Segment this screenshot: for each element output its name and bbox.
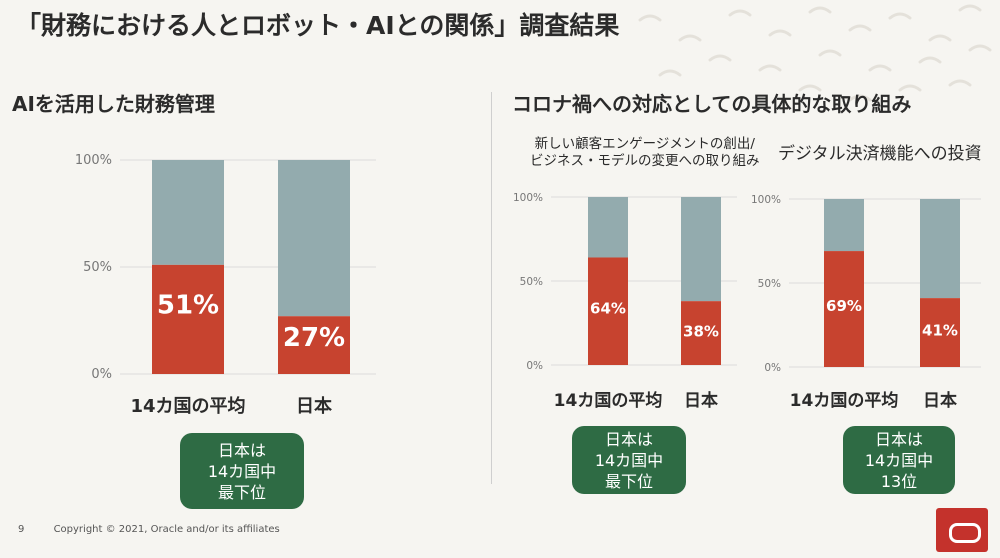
- badge-line: 最下位: [217, 482, 266, 502]
- bar-remainder: [588, 197, 628, 258]
- copyright-text: Copyright © 2021, Oracle and/or its affi…: [53, 524, 280, 535]
- data-label: 41%: [922, 322, 958, 340]
- bar-value: [824, 251, 864, 367]
- chart2-title: 新しい顧客エンゲージメントの創出/ ビジネス・モデルの変更への取り組み: [530, 136, 760, 170]
- bar-remainder: [920, 199, 960, 299]
- bar-value: [152, 264, 224, 374]
- category-label: 14カ国の平均: [790, 390, 899, 411]
- badge-line: 14カ国中: [864, 450, 934, 470]
- data-label: 51%: [157, 290, 219, 320]
- bar-value: [920, 298, 960, 367]
- y-tick-label: 0%: [764, 362, 781, 374]
- bar-value: [588, 257, 628, 365]
- chart-digital-payment: 0% 50% 100% 69% 14カ国の平均 41% 日本: [751, 194, 981, 411]
- y-tick-label: 50%: [758, 278, 781, 290]
- y-tick-label: 0%: [526, 360, 543, 372]
- badge-line: 14カ国中: [207, 461, 277, 481]
- ranking-badge-left: 日本は 14カ国中 最下位: [180, 433, 304, 509]
- badge-line: 13位: [880, 471, 918, 491]
- y-tick-label: 100%: [75, 153, 112, 168]
- bar-value: [681, 301, 721, 365]
- chart3-title: デジタル決済機能への投資: [778, 144, 982, 164]
- data-label: 64%: [590, 299, 626, 317]
- badge-line: 14カ国中: [594, 450, 664, 470]
- data-label: 27%: [283, 323, 345, 353]
- category-label: 14カ国の平均: [130, 395, 245, 417]
- bar-remainder: [278, 160, 350, 317]
- page-number: 9: [18, 524, 25, 535]
- category-label: 14カ国の平均: [554, 390, 663, 411]
- bar-remainder: [824, 199, 864, 252]
- oracle-logo-icon: [936, 508, 988, 552]
- left-section-title: AIを活用した財務管理: [12, 92, 215, 116]
- bar-remainder: [681, 197, 721, 302]
- badge-line: 日本は: [217, 440, 266, 460]
- ranking-badge-right1: 日本は 14カ国中 最下位: [572, 426, 686, 494]
- badge-line: 日本は: [874, 429, 923, 449]
- y-tick-label: 50%: [83, 260, 112, 275]
- section-divider: [491, 92, 492, 484]
- right-section-title: コロナ禍への対応としての具体的な取り組み: [512, 92, 912, 116]
- y-tick-label: 100%: [751, 194, 781, 206]
- category-label: 日本: [923, 390, 957, 411]
- category-label: 日本: [296, 395, 332, 417]
- chart-ai-finance: 0% 50% 100% 51% 14カ国の平均 27% 日本: [75, 153, 376, 417]
- category-label: 日本: [684, 390, 718, 411]
- chart2-title-line2: ビジネス・モデルの変更への取り組み: [530, 153, 760, 169]
- data-label: 38%: [683, 322, 719, 340]
- y-tick-label: 100%: [513, 192, 543, 204]
- chart-customer-engagement: 0% 50% 100% 64% 14カ国の平均 38% 日本: [513, 192, 737, 411]
- decorative-pattern: [638, 4, 992, 102]
- bar-value: [278, 316, 350, 374]
- data-label: 69%: [826, 297, 862, 315]
- badge-line: 最下位: [604, 471, 653, 491]
- footer: 9 Copyright © 2021, Oracle and/or its af…: [18, 524, 280, 535]
- y-tick-label: 0%: [91, 367, 112, 382]
- ranking-badge-right2: 日本は 14カ国中 13位: [843, 426, 955, 494]
- badge-line: 日本は: [604, 429, 653, 449]
- slide-title: 「財務における人とロボット・AIとの関係」調査結果: [16, 11, 620, 40]
- chart2-title-line1: 新しい顧客エンゲージメントの創出/: [534, 136, 755, 152]
- y-tick-label: 50%: [520, 276, 543, 288]
- bar-remainder: [152, 160, 224, 265]
